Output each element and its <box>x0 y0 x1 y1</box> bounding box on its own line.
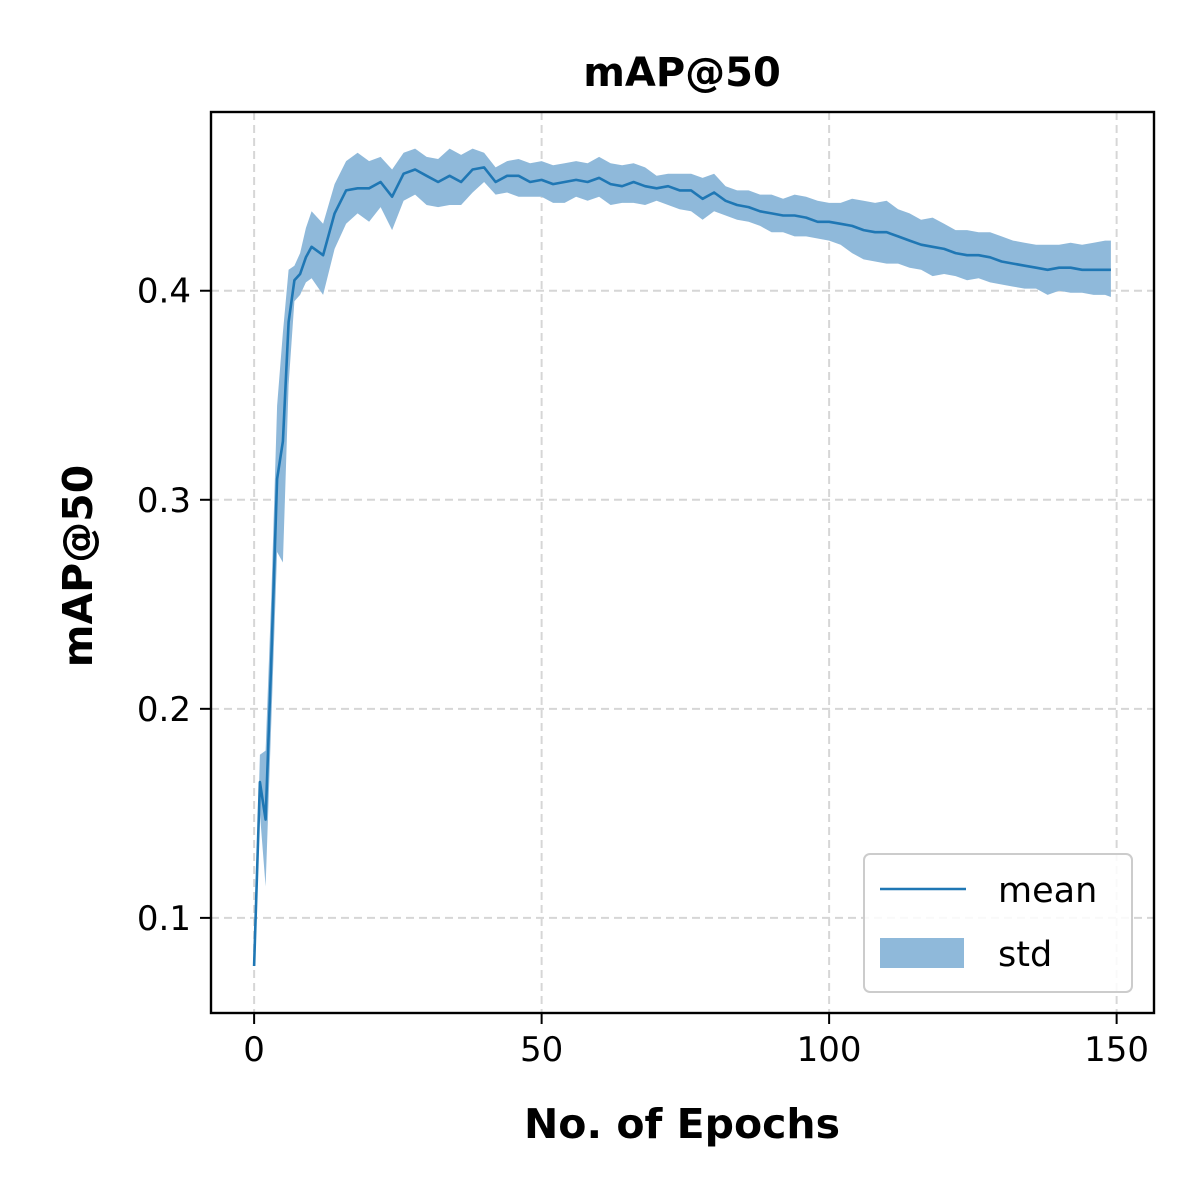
legend-std-label: std <box>998 935 1052 975</box>
legend-mean-label: mean <box>998 871 1097 911</box>
chart-title: mAP@50 <box>583 50 781 96</box>
y-tick-label-0: 0.1 <box>137 899 191 939</box>
grid-lines <box>211 112 1154 1013</box>
plot-frame <box>209 110 1156 1015</box>
x-tick-label-2: 100 <box>797 1030 862 1070</box>
x-tick-label-3: 150 <box>1084 1030 1149 1070</box>
std-band <box>254 148 1111 969</box>
x-axis-label: No. of Epochs <box>524 1100 840 1148</box>
y-axis-label: mAP@50 <box>54 465 102 668</box>
legend-std-swatch <box>880 938 964 968</box>
legend: mean std <box>863 853 1133 993</box>
y-tick-label-3: 0.4 <box>137 272 191 312</box>
x-tick-label-1: 50 <box>520 1030 563 1070</box>
y-tick-label-1: 0.2 <box>137 690 191 730</box>
std-band-layer <box>254 148 1111 969</box>
y-tick-label-2: 0.3 <box>137 481 191 521</box>
x-axis-ticks: 0 50 100 150 <box>243 1013 1149 1070</box>
mean-line-layer <box>252 166 1111 967</box>
x-tick-label-0: 0 <box>243 1030 265 1070</box>
mean-line <box>252 166 1111 967</box>
y-axis-ticks: 0.1 0.2 0.3 0.4 <box>137 272 211 939</box>
